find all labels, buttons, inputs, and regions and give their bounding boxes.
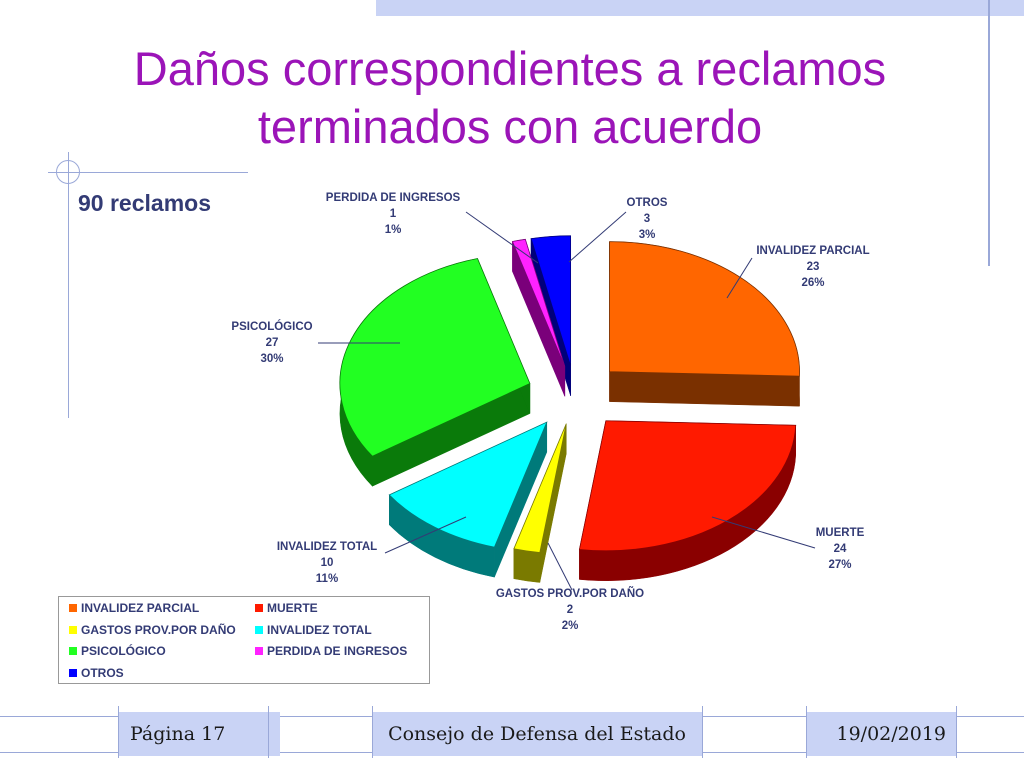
legend-label: INVALIDEZ TOTAL — [267, 622, 372, 637]
pie-slice-psicol-gico — [339, 258, 531, 457]
footer-divider — [806, 706, 807, 758]
slice-percent-label: 11% — [316, 573, 338, 585]
title-line-2: terminados con acuerdo — [257, 100, 763, 153]
footer-divider — [372, 706, 373, 758]
pie-labels: INVALIDEZ PARCIAL2326%MUERTE2427%GASTOS … — [231, 192, 869, 632]
pie-slice-perdida-de-ingresos — [511, 238, 566, 367]
legend-label: OTROS — [81, 665, 124, 680]
slice-count-label: 24 — [834, 543, 847, 555]
footer-page-number: Página 17 — [130, 723, 226, 745]
legend-swatch — [69, 604, 77, 612]
pie-slice-invalidez-total — [388, 421, 548, 548]
footer-org-box: Consejo de Defensa del Estado — [372, 712, 702, 756]
legend-label: MUERTE — [267, 601, 318, 615]
slice-count-label: 10 — [321, 557, 334, 569]
decor-circle — [56, 160, 80, 184]
pie-slice-wall — [609, 371, 800, 407]
legend-swatch — [69, 668, 77, 677]
chart-legend: INVALIDEZ PARCIAL MUERTE GASTOS PROV.POR D… — [58, 596, 430, 684]
pie-tops — [339, 235, 800, 553]
legend-item: GASTOS PROV.POR DAÑO — [69, 623, 236, 637]
footer-divider — [956, 706, 957, 758]
slice-name-label: OTROS — [627, 197, 668, 209]
slice-percent-label: 1% — [385, 224, 402, 236]
leader-line — [384, 516, 467, 554]
leader-line — [547, 542, 573, 591]
pie-slice-muerte — [578, 420, 797, 552]
legend-swatch — [255, 604, 263, 612]
slice-name-label: PSICOLÓGICO — [231, 320, 312, 333]
slice-count-label: 23 — [807, 261, 820, 273]
leader-line — [568, 211, 627, 263]
slice-name-label: INVALIDEZ TOTAL — [277, 541, 377, 553]
legend-item: PERDIDA DE INGRESOS — [255, 644, 407, 658]
slice-name-label: MUERTE — [816, 527, 865, 539]
legend-item: PSICOLÓGICO — [69, 644, 166, 658]
slice-name-label: GASTOS PROV.POR DAÑO — [496, 587, 644, 600]
slice-count-label: 2 — [567, 604, 573, 616]
slice-name-label: PERDIDA DE INGRESOS — [326, 192, 461, 204]
pie-slice-gastos-prov-por-da-o — [513, 423, 567, 553]
footer-divider — [118, 706, 119, 758]
footer-page-box: Página 17 — [118, 712, 280, 756]
legend-swatch — [255, 647, 263, 655]
slice-percent-label: 30% — [260, 353, 283, 365]
legend-label: PERDIDA DE INGRESOS — [267, 644, 408, 658]
legend-swatch — [69, 625, 77, 634]
footer-organization: Consejo de Defensa del Estado — [388, 723, 686, 745]
pie-slice-side — [513, 548, 541, 583]
legend-item: INVALIDEZ PARCIAL — [69, 601, 199, 615]
title-line-1: Daños correspondientes a reclamos — [133, 42, 887, 95]
right-decor-line — [988, 0, 990, 266]
top-decor-bar — [376, 0, 1024, 16]
slice-percent-label: 26% — [801, 277, 824, 289]
footer-divider — [268, 706, 269, 758]
legend-item: OTROS — [69, 666, 124, 680]
leader-line — [465, 211, 539, 264]
legend-swatch — [69, 647, 77, 655]
footer-date-box: 19/02/2019 — [806, 712, 956, 756]
pie-leaders — [318, 211, 816, 591]
slice-count-label: 1 — [390, 208, 397, 220]
legend-label: PSICOLÓGICO — [81, 644, 166, 658]
slice-count-label: 3 — [644, 213, 650, 225]
legend-item: MUERTE — [255, 601, 318, 615]
pie-slice-invalidez-parcial — [609, 241, 800, 377]
decor-vertical-line — [68, 152, 69, 418]
legend-label: INVALIDEZ PARCIAL — [81, 601, 200, 615]
legend-label: GASTOS PROV.POR DAÑO — [81, 622, 236, 637]
leader-line — [711, 516, 816, 549]
decor-horizontal-line — [48, 172, 248, 173]
pie-slice-otros — [530, 235, 572, 366]
claims-count: 90 reclamos — [78, 190, 211, 216]
slice-percent-label: 2% — [562, 620, 579, 632]
footer-divider — [702, 706, 703, 758]
legend-item: INVALIDEZ TOTAL — [255, 623, 372, 637]
slice-count-label: 27 — [266, 337, 279, 349]
leader-line — [726, 257, 753, 299]
slice-percent-label: 27% — [828, 559, 851, 571]
footer-date: 19/02/2019 — [836, 723, 946, 745]
slide-title: Daños correspondientes a reclamos termin… — [60, 40, 960, 156]
slice-name-label: INVALIDEZ PARCIAL — [756, 245, 869, 257]
legend-swatch — [255, 625, 263, 634]
slice-percent-label: 3% — [639, 229, 656, 241]
